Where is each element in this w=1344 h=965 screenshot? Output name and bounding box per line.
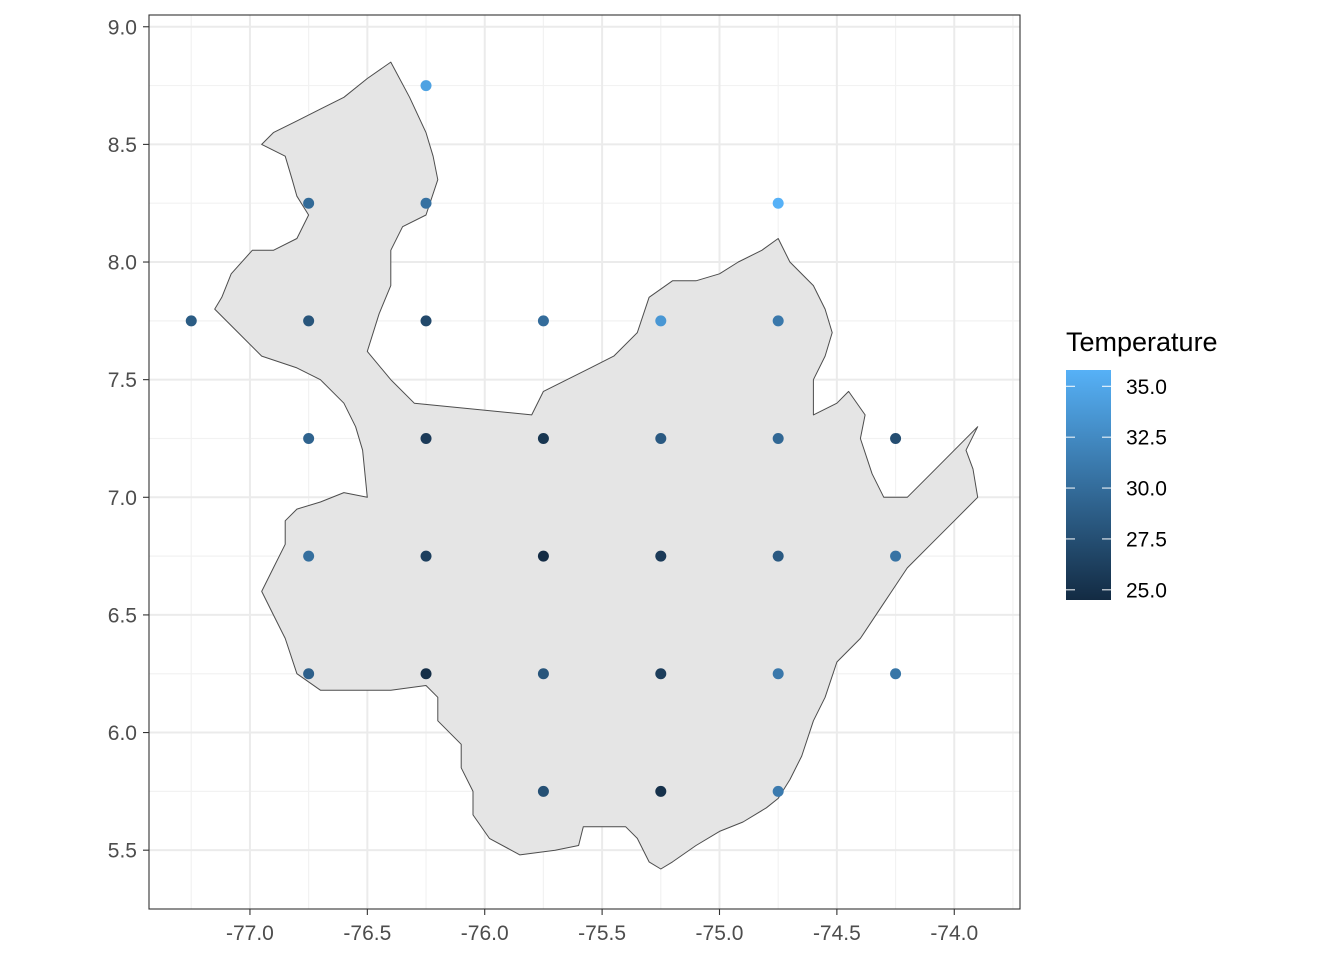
data-point	[772, 432, 784, 444]
data-points	[185, 80, 902, 797]
colorbar-label: 35.0	[1126, 376, 1167, 399]
x-tick-label: -74.5	[813, 922, 861, 945]
data-point	[772, 785, 784, 797]
y-tick-label: 6.5	[108, 604, 137, 627]
colorbar-label: 32.5	[1126, 427, 1167, 450]
data-point	[537, 432, 549, 444]
y-tick-label: 7.5	[108, 369, 137, 392]
data-point	[772, 668, 784, 680]
panel-border	[148, 14, 1021, 910]
data-point	[772, 550, 784, 562]
y-tick-label: 7.0	[108, 487, 137, 510]
data-point	[420, 197, 432, 209]
data-point	[303, 197, 315, 209]
data-point	[655, 668, 667, 680]
y-tick-label: 9.0	[108, 16, 137, 39]
x-tick-label: -77.0	[226, 922, 274, 945]
data-point	[537, 668, 549, 680]
data-point	[303, 315, 315, 327]
y-tick-label: 8.5	[108, 134, 137, 157]
x-tick-label: -76.5	[343, 922, 391, 945]
data-point	[772, 315, 784, 327]
data-point	[420, 432, 432, 444]
legend-title: Temperature	[1066, 327, 1218, 357]
colorbar	[1066, 370, 1111, 600]
data-point	[303, 550, 315, 562]
data-point	[303, 432, 315, 444]
data-point	[655, 432, 667, 444]
data-point	[890, 432, 902, 444]
data-point	[303, 668, 315, 680]
data-point	[420, 80, 432, 92]
data-point	[772, 197, 784, 209]
y-tick-label: 6.0	[108, 722, 137, 745]
x-tick-label: -75.5	[578, 922, 626, 945]
data-point	[890, 668, 902, 680]
y-tick-label: 8.0	[108, 252, 137, 275]
x-tick-label: -74.0	[930, 922, 978, 945]
data-point	[420, 550, 432, 562]
y-tick-label: 5.5	[108, 840, 137, 863]
data-point	[185, 315, 197, 327]
data-point	[420, 668, 432, 680]
x-tick-label: -75.0	[696, 922, 744, 945]
data-point	[890, 550, 902, 562]
x-tick-label: -76.0	[461, 922, 509, 945]
data-point	[655, 315, 667, 327]
data-point	[537, 315, 549, 327]
legend: Temperature 35.0 32.5 30.0 27.5 25.0	[1066, 327, 1218, 602]
data-point	[655, 550, 667, 562]
colorbar-ticks: 35.0 32.5 30.0 27.5 25.0	[1066, 376, 1167, 602]
axes: -77.0 -76.5 -76.0 -75.5 -75.0 -74.5 -74.0 5.5 6.…	[108, 16, 978, 945]
region-outline	[214, 61, 979, 870]
data-point	[537, 550, 549, 562]
data-point	[420, 315, 432, 327]
data-point	[537, 785, 549, 797]
colorbar-label: 27.5	[1126, 528, 1167, 551]
colorbar-label: 25.0	[1126, 579, 1167, 602]
colorbar-label: 30.0	[1126, 478, 1167, 501]
data-point	[655, 785, 667, 797]
